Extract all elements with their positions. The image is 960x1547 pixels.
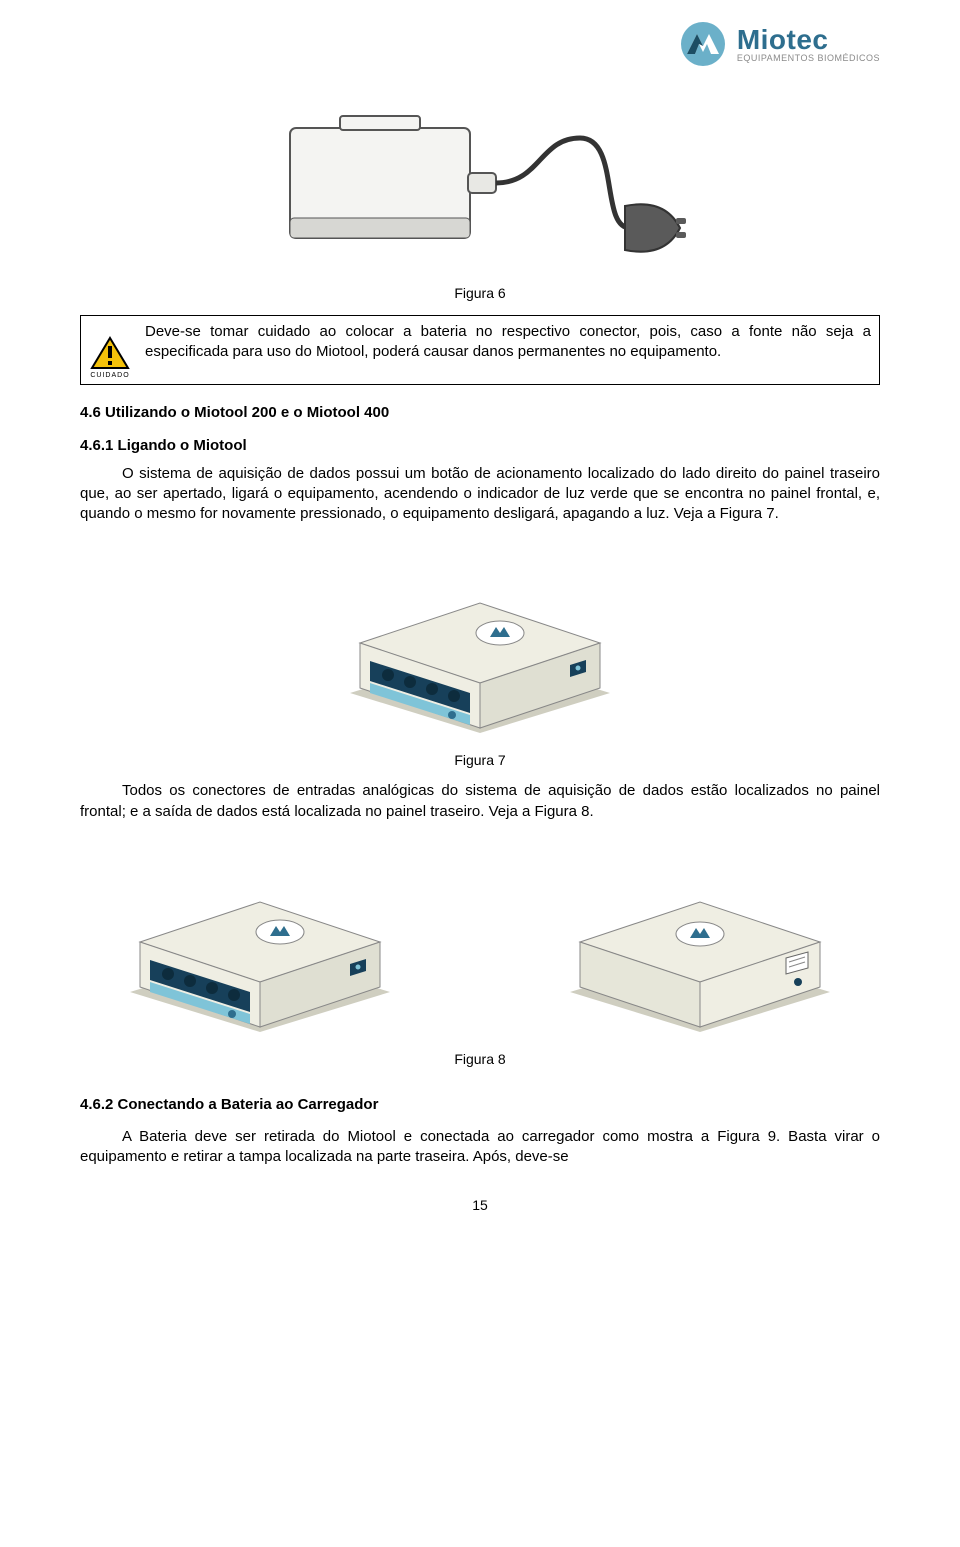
logo: Miotec EQUIPAMENTOS BIOMÉDICOS <box>677 20 880 68</box>
figure-8-illustration <box>80 842 880 1042</box>
miotool-back-icon <box>540 842 860 1042</box>
warning-icon-label: CUIDADO <box>90 371 129 380</box>
logo-subtitle: EQUIPAMENTOS BIOMÉDICOS <box>737 54 880 63</box>
section-4-6-1-body: O sistema de aquisição de dados possui u… <box>80 464 880 525</box>
warning-box: CUIDADO Deve-se tomar cuidado ao colocar… <box>80 315 880 385</box>
figure-6-caption: Figura 6 <box>80 284 880 303</box>
figure-6-illustration <box>80 78 880 278</box>
figure-8-caption: Figura 8 <box>80 1050 880 1069</box>
logo-name: Miotec <box>737 26 880 54</box>
section-4-6-title: 4.6 Utilizando o Miotool 200 e o Miotool… <box>80 403 880 423</box>
logo-mark-icon <box>677 20 729 68</box>
figure-7-caption: Figura 7 <box>80 751 880 770</box>
figure-7-body: Todos os conectores de entradas analógic… <box>80 781 880 822</box>
figure-7-illustration <box>80 543 880 743</box>
section-4-6-2-title: 4.6.2 Conectando a Bateria ao Carregador <box>80 1095 880 1115</box>
header-logo: Miotec EQUIPAMENTOS BIOMÉDICOS <box>80 20 880 68</box>
section-4-6-2-body: A Bateria deve ser retirada do Miotool e… <box>80 1127 880 1168</box>
section-4-6-1-title: 4.6.1 Ligando o Miotool <box>80 436 880 456</box>
miotool-front-left-icon <box>100 842 420 1042</box>
power-adapter-icon <box>270 78 690 278</box>
page-number: 15 <box>80 1196 880 1215</box>
warning-icon-cell: CUIDADO <box>83 318 137 380</box>
miotool-front-icon <box>330 543 630 743</box>
warning-triangle-icon <box>90 336 130 370</box>
warning-text: Deve-se tomar cuidado ao colocar a bater… <box>137 318 873 367</box>
